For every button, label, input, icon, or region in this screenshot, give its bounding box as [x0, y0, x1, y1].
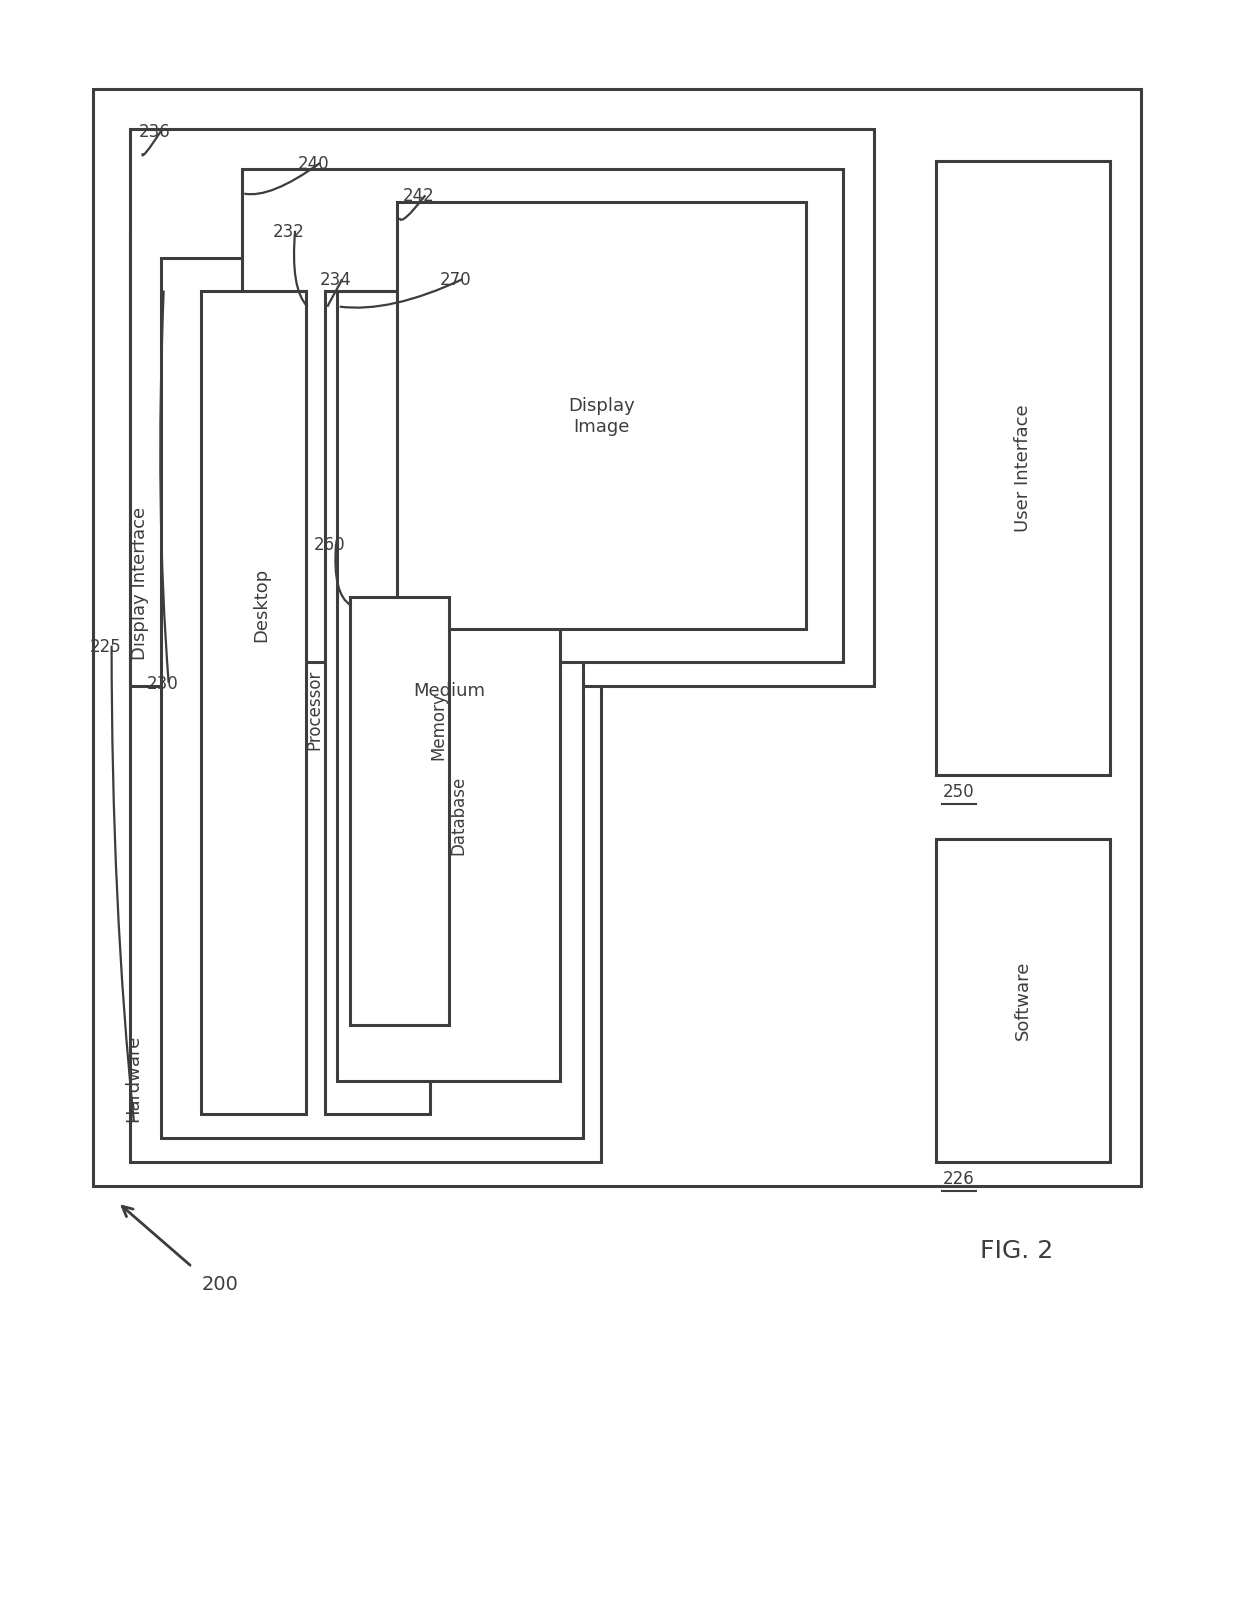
Text: 225: 225 [89, 638, 122, 655]
Text: 260: 260 [314, 536, 346, 554]
Text: 236: 236 [139, 123, 171, 140]
Text: 270: 270 [440, 271, 472, 289]
Text: 240: 240 [298, 155, 330, 173]
Text: Display
Image: Display Image [568, 397, 635, 436]
Text: 250: 250 [942, 783, 975, 801]
Text: 234: 234 [320, 271, 352, 289]
Text: Desktop: Desktop [252, 568, 270, 642]
Bar [936, 839, 1110, 1162]
Bar [161, 258, 583, 1138]
Text: 226: 226 [942, 1170, 975, 1188]
Bar [93, 89, 1141, 1186]
Text: 232: 232 [273, 223, 305, 240]
Bar [130, 129, 874, 686]
Text: Display Interface: Display Interface [130, 507, 149, 660]
Bar [201, 291, 306, 1114]
Bar [936, 161, 1110, 775]
Text: Memory: Memory [429, 692, 448, 760]
Text: 242: 242 [403, 187, 435, 205]
Text: FIG. 2: FIG. 2 [980, 1240, 1054, 1262]
Bar [397, 202, 806, 629]
Bar [350, 597, 449, 1025]
Text: 230: 230 [146, 675, 179, 692]
Text: Software: Software [1014, 960, 1032, 1041]
Text: User Interface: User Interface [1014, 404, 1032, 533]
Text: Processor: Processor [305, 670, 324, 751]
Bar [242, 169, 843, 662]
Text: Database: Database [449, 775, 467, 855]
Text: 200: 200 [202, 1275, 239, 1294]
Bar [130, 234, 601, 1162]
Bar [325, 291, 430, 1114]
Text: Hardware: Hardware [124, 1035, 143, 1122]
Text: Medium: Medium [413, 681, 485, 700]
Bar [337, 291, 560, 1081]
